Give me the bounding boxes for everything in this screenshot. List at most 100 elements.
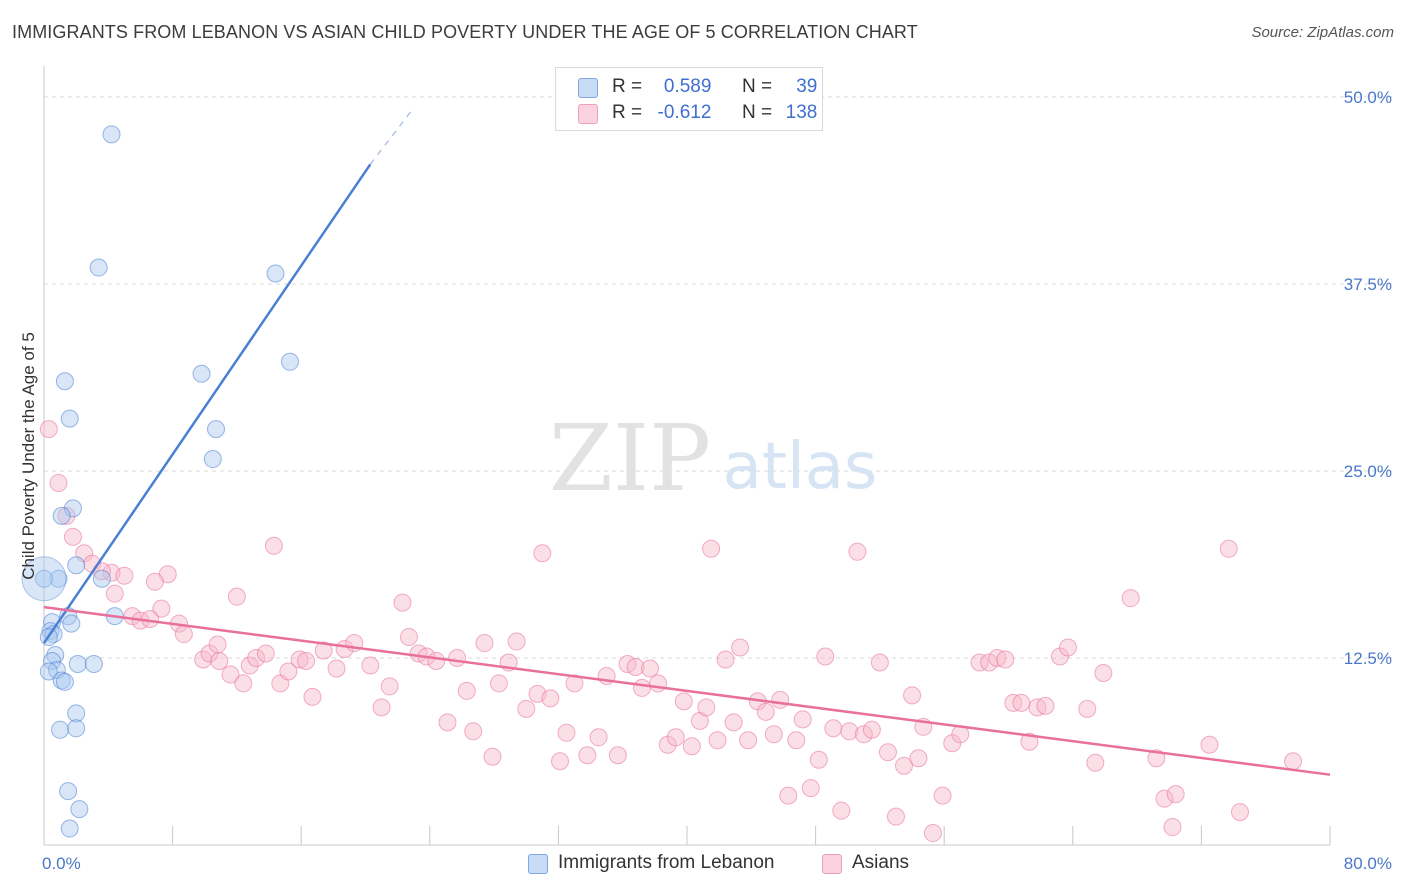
- asians-point: [724, 713, 743, 732]
- asians-point: [824, 719, 843, 738]
- watermark-zip: ZIP: [549, 405, 711, 512]
- asians-point: [708, 731, 727, 750]
- asians-point: [279, 662, 298, 681]
- asians-point: [464, 722, 483, 741]
- asians-point: [517, 699, 536, 718]
- asians-point: [1086, 753, 1105, 772]
- asians-point: [626, 657, 645, 676]
- bottom-legend-swatch-lebanon: [528, 854, 548, 874]
- x-tick-label: 80.0%: [1344, 854, 1392, 873]
- asians-point: [632, 678, 651, 697]
- legend-r-label: R =: [612, 102, 643, 123]
- asians-point: [764, 725, 783, 744]
- asians-point: [1147, 749, 1166, 768]
- asians-point: [771, 690, 790, 709]
- trend-line-lebanon: [42, 163, 372, 644]
- watermark: ZIP atlas: [549, 405, 877, 512]
- asians-point: [1036, 696, 1055, 715]
- lebanon-point: [89, 258, 108, 277]
- lebanon-point: [46, 646, 65, 665]
- asians-point: [303, 687, 322, 706]
- y-tick-label: 12.5%: [1344, 649, 1392, 668]
- chart-title: IMMIGRANTS FROM LEBANON VS ASIAN CHILD P…: [12, 22, 918, 42]
- legend-swatch-lebanon: [578, 78, 598, 98]
- lebanon-point: [280, 352, 299, 371]
- asians-point: [779, 786, 798, 805]
- asians-point: [483, 747, 502, 766]
- asians-point: [327, 659, 346, 678]
- lebanon-point: [52, 671, 71, 690]
- asians-point: [682, 737, 701, 756]
- asians-point: [49, 473, 68, 492]
- asians-point: [457, 681, 476, 700]
- lebanon-point: [52, 506, 71, 525]
- asians-point: [1163, 818, 1182, 837]
- y-tick-label: 25.0%: [1344, 462, 1392, 481]
- trend-line-asians: [43, 605, 1331, 776]
- asians-point: [1078, 699, 1097, 718]
- asians-point: [256, 644, 275, 663]
- lebanon-point: [67, 704, 86, 723]
- asians-point: [731, 638, 750, 657]
- asians-point: [840, 722, 859, 741]
- asians-point: [878, 743, 897, 762]
- asians-point: [565, 674, 584, 693]
- lebanon-point: [102, 125, 121, 144]
- asians-point: [641, 659, 660, 678]
- asians-point: [1012, 693, 1031, 712]
- y-tick-label: 50.0%: [1344, 88, 1392, 107]
- asians-point: [674, 692, 693, 711]
- lebanon-point: [266, 264, 285, 283]
- asians-point: [475, 634, 494, 653]
- asians-point: [541, 689, 560, 708]
- asians-point: [739, 731, 758, 750]
- asians-point: [578, 746, 597, 765]
- lebanon-point: [63, 499, 82, 518]
- asians-point: [886, 807, 905, 826]
- lebanon-point: [207, 420, 226, 439]
- asians-point: [1094, 663, 1113, 682]
- lebanon-point: [70, 800, 89, 819]
- asians-point: [923, 824, 942, 843]
- trend-lines: [42, 111, 1331, 776]
- lebanon-point: [192, 364, 211, 383]
- asians-point: [264, 536, 283, 555]
- asians-point: [63, 527, 82, 546]
- lebanon-point: [55, 672, 74, 691]
- asians-point: [240, 656, 259, 675]
- asians-point: [895, 756, 914, 775]
- legend-n-value: 138: [785, 102, 818, 123]
- asians-point: [314, 641, 333, 660]
- source-note: Source: ZipAtlas.com: [1251, 24, 1394, 41]
- lebanon-point: [60, 819, 79, 838]
- asians-point: [809, 750, 828, 769]
- series-lebanon: [21, 125, 299, 838]
- asians-point: [174, 625, 193, 644]
- asians-point: [702, 539, 721, 558]
- asians-point: [697, 698, 716, 717]
- asians-point: [848, 542, 867, 561]
- asians-point: [208, 635, 227, 654]
- asians-point: [909, 749, 928, 768]
- legend-r-value: 0.589: [663, 76, 712, 97]
- lebanon-point: [62, 614, 81, 633]
- asians-point: [1200, 735, 1219, 754]
- bottom-legend-label-lebanon: Immigrants from Lebanon: [558, 852, 775, 873]
- asians-point: [105, 584, 124, 603]
- asians-point: [1058, 638, 1077, 657]
- asians-point: [787, 731, 806, 750]
- asians-point: [372, 698, 391, 717]
- asians-point: [380, 677, 399, 696]
- asians-point: [152, 599, 171, 618]
- asians-point: [557, 723, 576, 742]
- lebanon-point: [43, 651, 62, 670]
- lebanon-point: [68, 654, 87, 673]
- legend-n-value: 39: [796, 76, 818, 97]
- lebanon-point: [203, 450, 222, 469]
- asians-point: [297, 651, 316, 670]
- asians-point: [533, 544, 552, 563]
- asians-point: [801, 779, 820, 798]
- bottom-legend-swatch-asians: [822, 854, 842, 874]
- gridlines: [44, 96, 1394, 659]
- asians-point: [716, 650, 735, 669]
